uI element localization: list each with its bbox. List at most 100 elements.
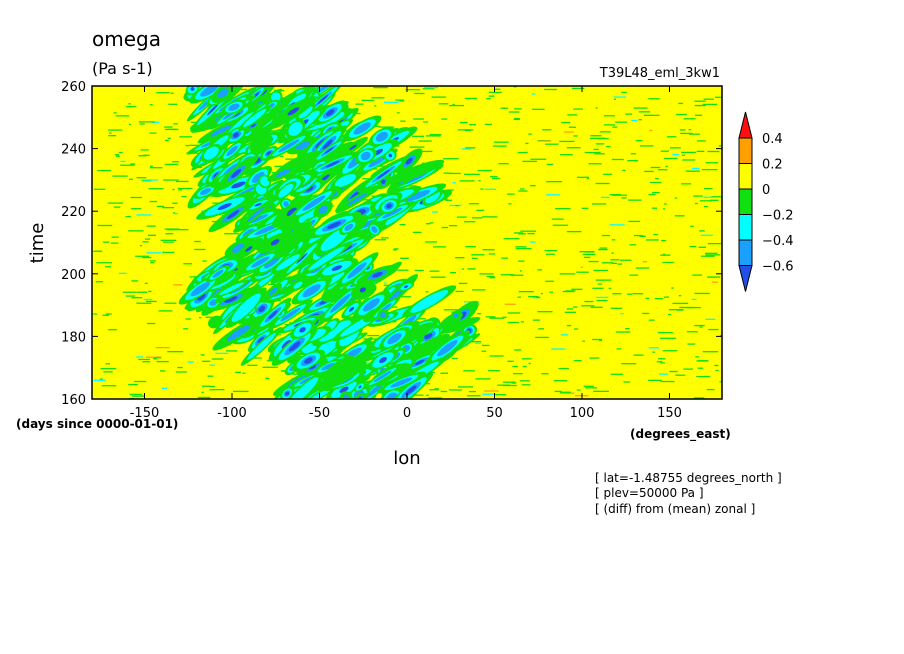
noise-streak (463, 370, 475, 372)
noise-streak (538, 140, 552, 142)
noise-streak (688, 133, 701, 135)
convective-blob (330, 171, 361, 190)
noise-streak (489, 317, 505, 319)
colorbar-label: −0.6 (762, 260, 794, 275)
noise-streak (105, 313, 112, 315)
noise-streak (666, 136, 677, 138)
noise-streak (704, 205, 709, 208)
noise-streak (138, 155, 147, 157)
noise-streak (173, 123, 178, 125)
noise-streak (687, 343, 696, 345)
noise-streak (132, 395, 145, 397)
noise-streak (659, 337, 676, 339)
noise-streak (175, 371, 187, 373)
noise-streak (518, 190, 528, 192)
noise-streak (654, 298, 664, 300)
noise-streak (488, 370, 501, 372)
noise-streak (136, 177, 147, 179)
noise-streak (515, 246, 527, 248)
noise-streak (489, 277, 496, 279)
chart-units: (Pa s-1) (92, 59, 153, 78)
noise-streak (488, 253, 496, 255)
noise-streak (703, 98, 714, 100)
noise-streak (707, 276, 721, 278)
noise-streak (580, 266, 584, 268)
noise-streak (100, 368, 117, 370)
x-tick-label: 0 (403, 406, 411, 421)
noise-streak (631, 119, 638, 122)
convective-blob (279, 236, 325, 280)
noise-streak (483, 390, 499, 392)
noise-streak (696, 360, 708, 362)
noise-streak (128, 123, 132, 126)
noise-streak (125, 215, 131, 218)
noise-streak (542, 129, 552, 131)
x-tick-label: -100 (217, 406, 247, 421)
noise-streak (409, 146, 425, 148)
convective-blob (239, 249, 281, 275)
noise-streak (555, 208, 571, 210)
noise-streak (585, 387, 597, 389)
noise-streak (212, 202, 222, 204)
convective-blob (402, 285, 457, 318)
noise-streak (672, 302, 689, 305)
noise-streak (136, 302, 152, 304)
noise-streak (400, 257, 409, 259)
noise-streak (482, 393, 495, 395)
convective-blob (325, 378, 363, 399)
noise-streak (156, 360, 169, 363)
noise-streak (449, 104, 464, 107)
noise-streak (630, 153, 637, 155)
convective-blob (200, 144, 222, 163)
noise-streak (130, 196, 142, 199)
noise-streak (521, 358, 532, 360)
convective-blob (377, 371, 426, 394)
noise-streak (122, 291, 137, 293)
noise-streak (108, 129, 123, 131)
noise-streak (625, 328, 630, 330)
noise-streak (467, 395, 481, 397)
convective-blob (335, 185, 380, 214)
noise-streak (680, 132, 693, 135)
noise-streak (400, 120, 406, 122)
convective-blob (322, 355, 355, 381)
noise-streak (448, 224, 458, 227)
noise-streak (177, 366, 183, 369)
noise-streak (413, 118, 425, 120)
noise-streak (425, 223, 431, 225)
noise-streak (130, 208, 142, 210)
colorbar-label: −0.4 (762, 234, 794, 249)
y-axis-label: time (27, 223, 48, 264)
noise-streak (128, 103, 131, 105)
noise-streak (595, 107, 598, 109)
noise-streak (633, 234, 644, 237)
noise-streak (130, 163, 136, 165)
noise-streak (441, 226, 448, 229)
noise-streak (465, 246, 477, 248)
convective-blob (258, 174, 272, 189)
convective-blob (272, 196, 312, 228)
noise-streak (541, 373, 549, 375)
noise-streak (520, 230, 536, 232)
noise-streak (678, 102, 684, 105)
convective-blob (235, 223, 262, 242)
convective-blob (293, 179, 326, 199)
noise-streak (449, 172, 461, 175)
noise-streak (142, 154, 150, 156)
noise-streak (513, 373, 523, 375)
convective-blob (211, 86, 236, 103)
noise-streak (187, 361, 194, 363)
noise-streak (643, 114, 660, 116)
noise-streak (147, 234, 157, 236)
convective-blob (291, 276, 332, 305)
noise-streak (112, 175, 128, 177)
noise-streak (415, 394, 424, 396)
noise-streak (207, 375, 214, 377)
noise-streak (149, 167, 163, 169)
noise-streak (612, 194, 628, 196)
noise-streak (115, 115, 130, 117)
noise-streak (145, 356, 162, 358)
noise-streak (612, 293, 622, 295)
noise-streak (397, 269, 409, 271)
noise-streak (633, 354, 644, 356)
